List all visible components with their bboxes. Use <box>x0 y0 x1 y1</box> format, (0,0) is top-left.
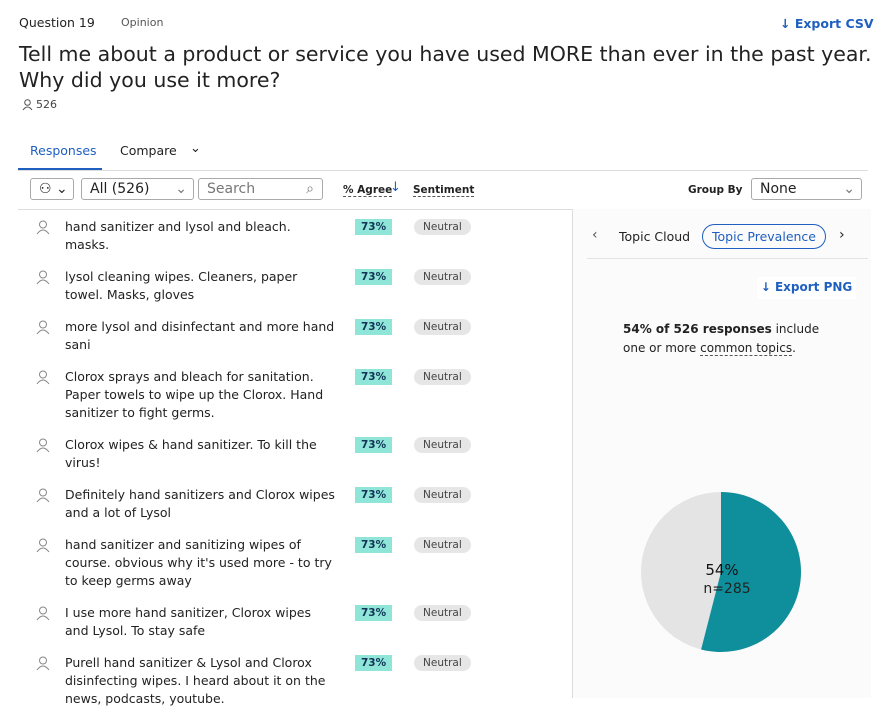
question-title: Tell me about a product or service you h… <box>19 42 872 92</box>
summary: 54% of 526 responses include one or more… <box>623 320 823 358</box>
tab-compare[interactable]: Compare <box>120 143 177 158</box>
icon-body <box>36 229 50 235</box>
icon-body <box>36 547 50 553</box>
summary-topics[interactable]: common topics <box>700 341 793 356</box>
export-png[interactable]: ↓ Export PNG <box>757 277 856 299</box>
icon-head <box>39 538 47 547</box>
panel-tab-prevalence[interactable]: Topic Prevalence <box>702 224 826 249</box>
panel-next[interactable]: › <box>839 227 845 243</box>
icon-head <box>39 438 47 447</box>
tab-indicator <box>18 168 102 170</box>
response-text: lysol cleaning wipes. Cleaners, paper to… <box>65 269 298 302</box>
response-text: Purell hand sanitizer & Lysol and Clorox… <box>65 655 326 706</box>
agree-badge: 73% <box>355 369 393 385</box>
agree-badge: 73% <box>355 537 393 553</box>
icon-body <box>36 615 50 621</box>
summary-lead: 54% of 526 responses <box>623 322 772 336</box>
toolbar-divider <box>18 209 868 210</box>
response-text: Definitely hand sanitizers and Clorox wi… <box>65 487 335 520</box>
person-icon <box>36 370 50 385</box>
agree-sort[interactable]: % Agree <box>343 184 393 197</box>
sort-arrow: ↓ <box>390 180 401 195</box>
icon-head <box>39 370 47 379</box>
agree-badge: 73% <box>355 487 393 503</box>
group-by-value: None <box>760 181 797 197</box>
sentiment-pill: Neutral <box>414 537 471 553</box>
export-csv-label: Export CSV <box>794 16 874 31</box>
icon-body <box>36 665 50 671</box>
person-filter[interactable]: ⚇ ⌄ <box>30 178 74 200</box>
agree-badge: 73% <box>355 655 393 671</box>
person-icon <box>36 270 50 285</box>
sentiment-pill: Neutral <box>414 219 471 235</box>
icon-body <box>36 497 50 503</box>
person-icon <box>36 656 50 671</box>
person-icon <box>36 606 50 621</box>
pie-n: n=285 <box>703 581 750 597</box>
agree-badge: 73% <box>355 219 393 235</box>
export-png-label: Export PNG <box>774 280 853 294</box>
question-number: Question 19 <box>19 15 95 30</box>
compare-chevron[interactable]: ⌄ <box>190 141 201 156</box>
response-text: Clorox wipes & hand sanitizer. To kill t… <box>65 437 317 470</box>
summary-end: . <box>792 341 796 355</box>
search-placeholder: Search <box>207 181 256 197</box>
panel-prev[interactable]: ‹ <box>592 227 598 243</box>
tab-divider <box>18 170 868 171</box>
pie-percent: 54% <box>705 561 738 579</box>
response-text: hand sanitizer and lysol and bleach. mas… <box>65 219 291 252</box>
sentiment-pill: Neutral <box>414 605 471 621</box>
question-kind: Opinion <box>121 16 164 29</box>
person-icon <box>22 99 33 111</box>
person-icon <box>36 320 50 335</box>
icon-head <box>39 270 47 279</box>
sentiment-filter[interactable]: Sentiment <box>413 184 475 197</box>
agree-badge: 73% <box>355 437 393 453</box>
sentiment-pill: Neutral <box>414 369 471 385</box>
tab-responses[interactable]: Responses <box>30 143 97 158</box>
icon-head <box>39 488 47 497</box>
panel-divider <box>587 258 868 259</box>
filter-label: All (526) <box>90 181 150 197</box>
person-icon <box>36 438 50 453</box>
sentiment-pill: Neutral <box>414 319 471 335</box>
respondent-count: 526 <box>36 98 57 111</box>
group-by-label: Group By <box>688 184 743 196</box>
sentiment-pill: Neutral <box>414 487 471 503</box>
agree-badge: 73% <box>355 269 393 285</box>
summary-mid: include one or more <box>623 322 820 355</box>
sentiment-pill: Neutral <box>414 437 471 453</box>
icon-body <box>36 279 50 285</box>
pie-slice <box>701 492 801 652</box>
icon-body <box>36 329 50 335</box>
sentiment-pill: Neutral <box>414 655 471 671</box>
icon-head <box>39 606 47 615</box>
group-by-select[interactable]: None ⌄ <box>751 178 862 200</box>
response-text: hand sanitizer and sanitizing wipes of c… <box>65 537 332 588</box>
response-text: I use more hand sanitizer, Clorox wipes … <box>65 605 311 638</box>
person-icon <box>36 488 50 503</box>
sentiment-pill: Neutral <box>414 269 471 285</box>
agree-badge: 73% <box>355 605 393 621</box>
icon-body <box>36 379 50 385</box>
icon-head <box>39 320 47 329</box>
panel-tab-cloud[interactable]: Topic Cloud <box>619 229 691 244</box>
icon-body <box>36 447 50 453</box>
person-icon <box>36 538 50 553</box>
agree-badge: 73% <box>355 319 393 335</box>
filter-select[interactable]: All (526) ⌄ <box>81 178 194 200</box>
response-text: Clorox sprays and bleach for sanitation.… <box>65 369 324 420</box>
person-icon <box>36 220 50 235</box>
search-box[interactable]: Search ⌕ <box>198 178 323 200</box>
icon-head <box>39 656 47 665</box>
pie-chart: 54% n=285 <box>641 492 801 652</box>
icon-head <box>39 220 47 229</box>
response-text: more lysol and disinfectant and more han… <box>65 319 335 352</box>
export-csv[interactable]: ↓ Export CSV <box>780 16 874 31</box>
